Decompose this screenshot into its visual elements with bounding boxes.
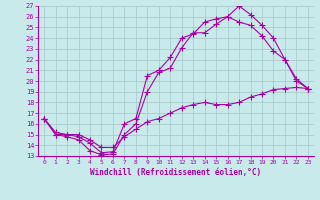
X-axis label: Windchill (Refroidissement éolien,°C): Windchill (Refroidissement éolien,°C) (91, 168, 261, 177)
